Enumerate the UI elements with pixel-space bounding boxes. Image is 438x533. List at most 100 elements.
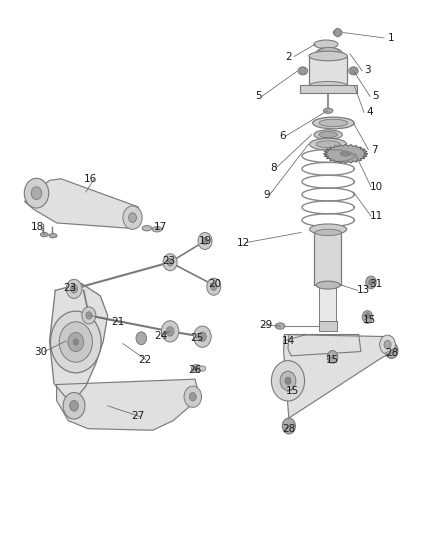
Polygon shape bbox=[288, 335, 361, 356]
Text: 13: 13 bbox=[357, 286, 370, 295]
Text: 5: 5 bbox=[255, 91, 261, 101]
Circle shape bbox=[66, 279, 82, 298]
Circle shape bbox=[189, 392, 196, 401]
Circle shape bbox=[365, 313, 370, 318]
Text: 12: 12 bbox=[237, 238, 250, 247]
Ellipse shape bbox=[310, 224, 347, 235]
Ellipse shape bbox=[319, 132, 337, 138]
Circle shape bbox=[288, 383, 298, 396]
Circle shape bbox=[198, 332, 206, 342]
Text: 15: 15 bbox=[363, 314, 376, 325]
Text: 30: 30 bbox=[34, 346, 47, 357]
Text: 5: 5 bbox=[372, 91, 378, 101]
Circle shape bbox=[59, 322, 92, 362]
Circle shape bbox=[166, 327, 174, 336]
Ellipse shape bbox=[349, 67, 358, 75]
Ellipse shape bbox=[323, 108, 333, 114]
Ellipse shape bbox=[298, 67, 307, 75]
Bar bbox=[309, 56, 347, 86]
Bar bbox=[319, 284, 336, 322]
Circle shape bbox=[366, 276, 376, 289]
Ellipse shape bbox=[319, 119, 348, 127]
Ellipse shape bbox=[199, 366, 206, 371]
Circle shape bbox=[350, 67, 357, 75]
Circle shape bbox=[31, 187, 42, 199]
Ellipse shape bbox=[314, 40, 338, 49]
Ellipse shape bbox=[316, 141, 340, 148]
Text: 2: 2 bbox=[286, 52, 292, 61]
Ellipse shape bbox=[194, 367, 199, 370]
Circle shape bbox=[163, 254, 177, 271]
Circle shape bbox=[129, 213, 137, 222]
Circle shape bbox=[71, 285, 78, 293]
Text: 28: 28 bbox=[282, 424, 296, 434]
Text: 31: 31 bbox=[369, 279, 382, 288]
Circle shape bbox=[73, 339, 78, 345]
Circle shape bbox=[384, 341, 391, 349]
Circle shape bbox=[86, 312, 92, 319]
Text: 21: 21 bbox=[111, 317, 124, 327]
Ellipse shape bbox=[40, 232, 48, 237]
Text: 1: 1 bbox=[388, 33, 395, 43]
Text: 27: 27 bbox=[131, 411, 145, 422]
Circle shape bbox=[380, 335, 396, 354]
Ellipse shape bbox=[49, 233, 57, 238]
Text: 18: 18 bbox=[31, 222, 44, 232]
Circle shape bbox=[334, 28, 341, 37]
Polygon shape bbox=[324, 144, 367, 163]
Ellipse shape bbox=[191, 365, 201, 373]
Circle shape bbox=[385, 343, 398, 359]
Ellipse shape bbox=[316, 281, 340, 289]
Text: 8: 8 bbox=[270, 163, 277, 173]
Text: 23: 23 bbox=[63, 283, 76, 293]
Text: 6: 6 bbox=[279, 131, 286, 141]
Ellipse shape bbox=[340, 151, 351, 156]
Circle shape bbox=[362, 311, 373, 324]
Text: 25: 25 bbox=[191, 333, 204, 343]
Text: 9: 9 bbox=[264, 190, 270, 200]
Polygon shape bbox=[49, 284, 108, 398]
Circle shape bbox=[272, 361, 304, 401]
Circle shape bbox=[68, 333, 84, 352]
Text: 11: 11 bbox=[370, 211, 383, 221]
Ellipse shape bbox=[315, 47, 343, 60]
Circle shape bbox=[82, 307, 96, 324]
Text: 26: 26 bbox=[188, 365, 201, 375]
Polygon shape bbox=[25, 179, 140, 228]
Text: 20: 20 bbox=[208, 279, 221, 288]
Circle shape bbox=[50, 311, 101, 373]
Text: 7: 7 bbox=[371, 144, 377, 155]
Circle shape bbox=[184, 386, 201, 407]
Text: 19: 19 bbox=[198, 236, 212, 246]
Text: 22: 22 bbox=[138, 354, 152, 365]
Ellipse shape bbox=[142, 225, 152, 231]
Ellipse shape bbox=[276, 323, 285, 329]
Ellipse shape bbox=[152, 227, 162, 232]
Circle shape bbox=[123, 206, 142, 229]
Circle shape bbox=[198, 232, 212, 249]
Polygon shape bbox=[57, 379, 198, 430]
Circle shape bbox=[283, 418, 295, 434]
Circle shape bbox=[70, 400, 78, 411]
Bar bbox=[314, 232, 341, 285]
Circle shape bbox=[300, 67, 306, 75]
Text: 16: 16 bbox=[84, 174, 97, 184]
Text: 4: 4 bbox=[366, 107, 373, 117]
Text: 3: 3 bbox=[364, 65, 371, 75]
Circle shape bbox=[280, 371, 296, 390]
Circle shape bbox=[327, 351, 338, 364]
Ellipse shape bbox=[310, 139, 347, 150]
Ellipse shape bbox=[314, 130, 343, 140]
Circle shape bbox=[194, 326, 211, 348]
Text: 23: 23 bbox=[162, 256, 175, 266]
Circle shape bbox=[369, 280, 373, 285]
Text: 17: 17 bbox=[153, 222, 167, 232]
Circle shape bbox=[167, 259, 173, 266]
Text: 10: 10 bbox=[370, 182, 383, 192]
Circle shape bbox=[202, 237, 208, 245]
Text: 28: 28 bbox=[385, 348, 398, 358]
Circle shape bbox=[136, 332, 147, 345]
Bar bbox=[318, 321, 337, 332]
Ellipse shape bbox=[309, 51, 347, 61]
Ellipse shape bbox=[333, 29, 342, 36]
